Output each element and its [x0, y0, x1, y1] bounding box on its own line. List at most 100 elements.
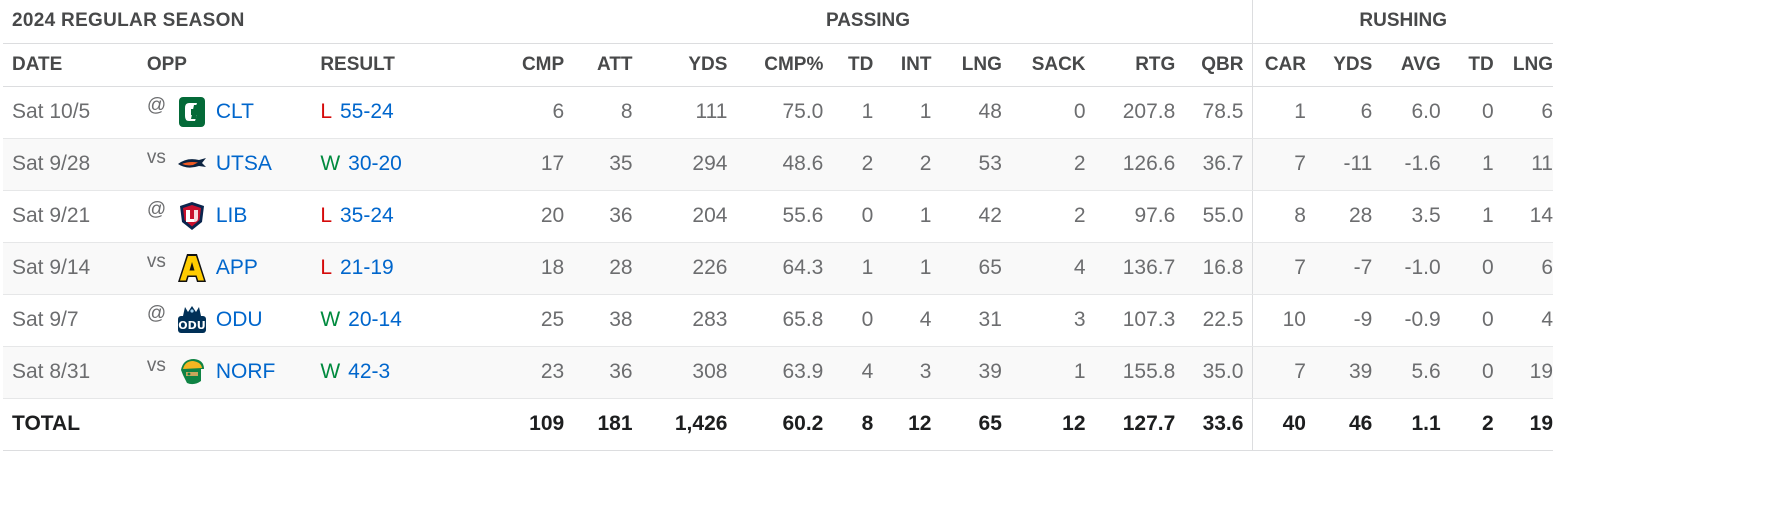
col-avg[interactable]: AVG	[1372, 43, 1441, 87]
pass-lng-cell: 42	[931, 190, 1002, 243]
sack-cell: 2	[1001, 190, 1086, 243]
opponent-link[interactable]: NORF	[215, 360, 276, 383]
col-qbr[interactable]: QBR	[1175, 43, 1254, 87]
col-rush-yds[interactable]: YDS	[1305, 43, 1373, 87]
avg-cell: -1.6	[1372, 138, 1441, 191]
sack-cell: 4	[1001, 242, 1086, 295]
pass-td-cell: 2	[823, 138, 874, 191]
game-date: Sat 9/7	[3, 294, 147, 347]
car-cell: 1	[1252, 86, 1306, 139]
rtg-cell: 155.8	[1085, 346, 1176, 399]
season-title: 2024 REGULAR SEASON	[3, 0, 484, 44]
rtg-cell: 207.8	[1085, 86, 1176, 139]
opponent-link[interactable]: UTSA	[215, 152, 272, 175]
game-score-link[interactable]: 21-19	[340, 256, 394, 279]
rush-lng-cell: 6	[1493, 86, 1553, 139]
rush-yds-cell: 39	[1305, 346, 1373, 399]
opponent-link[interactable]: CLT	[215, 100, 254, 123]
col-cmp[interactable]: CMP	[483, 43, 565, 87]
pass-yds-cell: 308	[632, 346, 728, 399]
rush-td-cell: 0	[1440, 242, 1494, 295]
game-log-table: 2024 REGULAR SEASON PASSING RUSHING DATE…	[3, 0, 1553, 451]
win-loss-indicator: L	[320, 256, 332, 279]
col-opp[interactable]: OPP	[146, 43, 321, 87]
game-score-link[interactable]: 30-20	[348, 152, 402, 175]
col-cmp-pct[interactable]: CMP%	[727, 43, 824, 87]
win-loss-indicator: W	[320, 152, 341, 175]
rush-yds-cell: -9	[1305, 294, 1373, 347]
total-car: 40	[1252, 398, 1306, 451]
col-pass-yds[interactable]: YDS	[632, 43, 728, 87]
home-away-indicator: vs	[146, 147, 166, 168]
liberty-logo-icon[interactable]	[177, 200, 207, 232]
int-cell: 3	[873, 346, 932, 399]
avg-cell: -1.0	[1372, 242, 1441, 295]
game-score-link[interactable]: 55-24	[340, 100, 394, 123]
pass-lng-cell: 39	[931, 346, 1002, 399]
group-header-row: 2024 REGULAR SEASON PASSING RUSHING	[3, 0, 1553, 44]
int-cell: 2	[873, 138, 932, 191]
pass-td-cell: 0	[823, 190, 874, 243]
qbr-cell: 22.5	[1175, 294, 1254, 347]
app-state-logo-icon[interactable]	[177, 252, 207, 284]
game-row: Sat 8/31 vs NORF W 42-3 23 36 308 63.9 4 …	[3, 346, 1553, 399]
game-row: Sat 9/14 vs APP L 21-19 18 28 226 64.3 1 …	[3, 242, 1553, 295]
cmp-pct-cell: 48.6	[727, 138, 824, 191]
game-date: Sat 9/21	[3, 190, 147, 243]
total-int: 12	[873, 398, 932, 451]
total-avg: 1.1	[1372, 398, 1441, 451]
cmp-pct-cell: 63.9	[727, 346, 824, 399]
car-cell: 8	[1252, 190, 1306, 243]
col-pass-td[interactable]: TD	[823, 43, 874, 87]
car-cell: 10	[1252, 294, 1306, 347]
opponent-link[interactable]: APP	[215, 256, 258, 279]
opponent-link[interactable]: ODU	[215, 308, 263, 331]
att-cell: 36	[564, 190, 633, 243]
col-att[interactable]: ATT	[564, 43, 633, 87]
col-sack[interactable]: SACK	[1001, 43, 1086, 87]
rushing-group-header: RUSHING	[1252, 0, 1553, 44]
charlotte-logo-icon[interactable]	[177, 96, 207, 128]
rush-lng-cell: 14	[1493, 190, 1553, 243]
rush-yds-cell: -11	[1305, 138, 1373, 191]
col-rtg[interactable]: RTG	[1085, 43, 1176, 87]
home-away-indicator: @	[146, 303, 167, 324]
att-cell: 8	[564, 86, 633, 139]
pass-lng-cell: 31	[931, 294, 1002, 347]
col-rush-lng[interactable]: LNG	[1493, 43, 1553, 87]
col-result[interactable]: RESULT	[320, 43, 484, 87]
total-cmp: 109	[483, 398, 565, 451]
pass-td-cell: 1	[823, 86, 874, 139]
cmp-cell: 18	[483, 242, 565, 295]
col-int[interactable]: INT	[873, 43, 932, 87]
qbr-cell: 36.7	[1175, 138, 1254, 191]
car-cell: 7	[1252, 138, 1306, 191]
col-pass-lng[interactable]: LNG	[931, 43, 1002, 87]
pass-lng-cell: 48	[931, 86, 1002, 139]
pass-yds-cell: 294	[632, 138, 728, 191]
game-score-link[interactable]: 42-3	[348, 360, 391, 383]
utsa-logo-icon[interactable]	[177, 148, 207, 180]
rush-lng-cell: 6	[1493, 242, 1553, 295]
rush-yds-cell: 6	[1305, 86, 1373, 139]
int-cell: 4	[873, 294, 932, 347]
col-car[interactable]: CAR	[1252, 43, 1306, 87]
total-pass-lng: 65	[931, 398, 1002, 451]
norfolk-state-logo-icon[interactable]	[177, 356, 207, 388]
qbr-cell: 78.5	[1175, 86, 1254, 139]
game-score-link[interactable]: 20-14	[348, 308, 402, 331]
odu-logo-icon[interactable]: ODU	[177, 304, 207, 336]
avg-cell: 5.6	[1372, 346, 1441, 399]
home-away-indicator: vs	[146, 355, 166, 376]
pass-yds-cell: 111	[632, 86, 728, 139]
rush-td-cell: 1	[1440, 190, 1494, 243]
col-rush-td[interactable]: TD	[1440, 43, 1494, 87]
col-date[interactable]: DATE	[3, 43, 147, 87]
win-loss-indicator: W	[320, 360, 341, 383]
game-row: Sat 10/5 @ CLT L 55-24 6 8 111 75.0 1 1 4…	[3, 86, 1553, 139]
game-score-link[interactable]: 35-24	[340, 204, 394, 227]
pass-yds-cell: 226	[632, 242, 728, 295]
att-cell: 35	[564, 138, 633, 191]
opponent-cell: vs APP	[146, 242, 321, 295]
opponent-link[interactable]: LIB	[215, 204, 248, 227]
